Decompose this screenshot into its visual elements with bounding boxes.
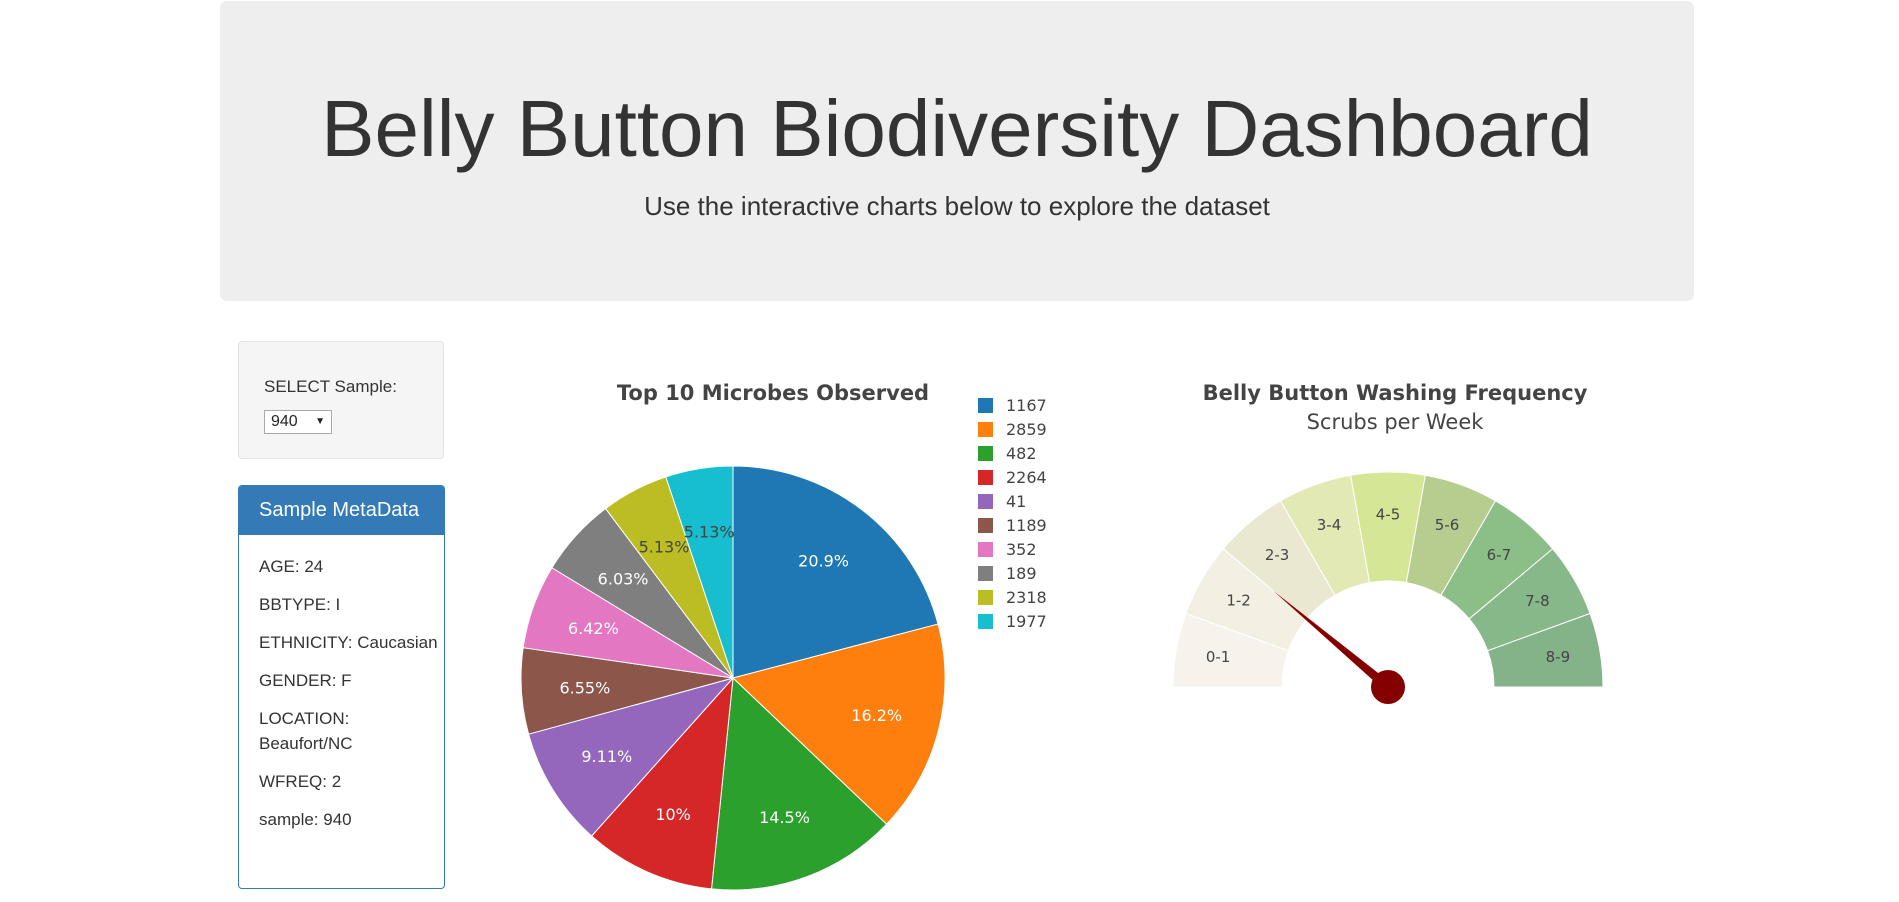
sample-select-dropdown[interactable]: 940 ▼ [264,410,332,434]
legend-swatch-352 [978,542,993,557]
gauge-segment-label: 2-3 [1265,546,1290,564]
legend-label-189: 189 [1006,564,1037,583]
legend-swatch-189 [978,566,993,581]
gauge-segment-label: 1-2 [1226,592,1251,610]
gauge-segment-label: 3-4 [1317,516,1342,534]
sample-selector-well: SELECT Sample: 940 ▼ [238,341,444,459]
gauge-needle [1273,590,1392,691]
legend-swatch-2318 [978,590,993,605]
legend-label-2264: 2264 [1006,468,1047,487]
gauge-segment-label: 6-7 [1487,546,1512,564]
legend-swatch-1167 [978,398,993,413]
pie-slice-2264 [590,676,734,890]
legend-label-352: 352 [1006,540,1037,559]
chevron-down-icon: ▼ [315,416,325,427]
pie-slice-label: 5.13% [684,523,735,542]
legend-label-2859: 2859 [1006,420,1047,439]
gauge-segment-label: 0-1 [1206,648,1231,666]
sample-select-value: 940 [271,413,298,430]
metadata-item: sample: 940 [259,810,352,829]
pie-slice-label: 9.11% [581,747,632,766]
pie-title: Top 10 Microbes Observed [617,381,929,405]
select-sample-label: SELECT Sample: [264,377,397,396]
pie-slice-label: 14.5% [759,808,810,827]
pie-slice-label: 10% [655,805,691,824]
gauge-segment-label: 4-5 [1376,506,1401,524]
pie-slice-41 [527,677,735,837]
gauge-segment-label: 7-8 [1525,592,1550,610]
legend-swatch-1189 [978,518,993,533]
metadata-item: AGE: 24 [259,557,324,576]
metadata-item: LOCATION: Beaufort/NC [259,709,353,753]
pie-chart: Top 10 Microbes Observed 20.9% 16.2% 14.5% 1… [520,381,1047,891]
header-banner: Belly Button Biodiversity Dashboard Use … [220,1,1694,301]
gauge-needle-hub [1371,670,1405,704]
metadata-panel-title: Sample MetaData [239,486,444,535]
metadata-item: GENDER: F [259,671,352,690]
metadata-list: AGE: 24 BBTYPE: I ETHNICITY: Caucasian GEND… [239,535,444,832]
pie-slice-label: 16.2% [851,706,902,725]
metadata-panel: Sample MetaData AGE: 24 BBTYPE: I ETHNICIT… [238,485,445,889]
gauge-title: Belly Button Washing Frequency [1203,381,1588,405]
metadata-item: BBTYPE: I [259,595,341,614]
pie-slice-label: 5.13% [639,538,690,557]
metadata-item: ETHNICITY: Caucasian [259,633,438,652]
legend-label-2318: 2318 [1006,588,1047,607]
legend-swatch-2859 [978,422,993,437]
gauge-segment-8-9 [1486,612,1604,688]
pie-slice-1167 [732,465,939,679]
legend-label-482: 482 [1006,444,1037,463]
pie-slice-2859 [732,623,946,825]
pie-slice-482 [710,676,888,891]
legend-label-1977: 1977 [1006,612,1047,631]
pie-slice-label: 20.9% [798,552,849,571]
legend-label-41: 41 [1006,492,1026,511]
gauge-chart: Belly Button Washing Frequency Scrubs per… [1172,381,1604,704]
pie-slice-1977 [665,465,734,679]
gauge-segment-label: 8-9 [1546,648,1571,666]
pie-slice-label: 6.55% [559,678,610,697]
pie-slice-label: 6.03% [598,569,649,588]
metadata-item: WFREQ: 2 [259,772,342,791]
legend-label-1189: 1189 [1006,516,1047,535]
page-subtitle: Use the interactive charts below to expl… [644,191,1270,221]
gauge-segment-label: 5-6 [1435,516,1460,534]
legend-label-1167: 1167 [1006,396,1047,415]
legend-swatch-1977 [978,614,993,629]
legend-swatch-2264 [978,470,993,485]
page-title: Belly Button Biodiversity Dashboard [321,84,1593,173]
pie-slice-label: 6.42% [568,619,619,638]
legend-swatch-41 [978,494,993,509]
gauge-subtitle: Scrubs per Week [1307,410,1485,434]
legend-swatch-482 [978,446,993,461]
